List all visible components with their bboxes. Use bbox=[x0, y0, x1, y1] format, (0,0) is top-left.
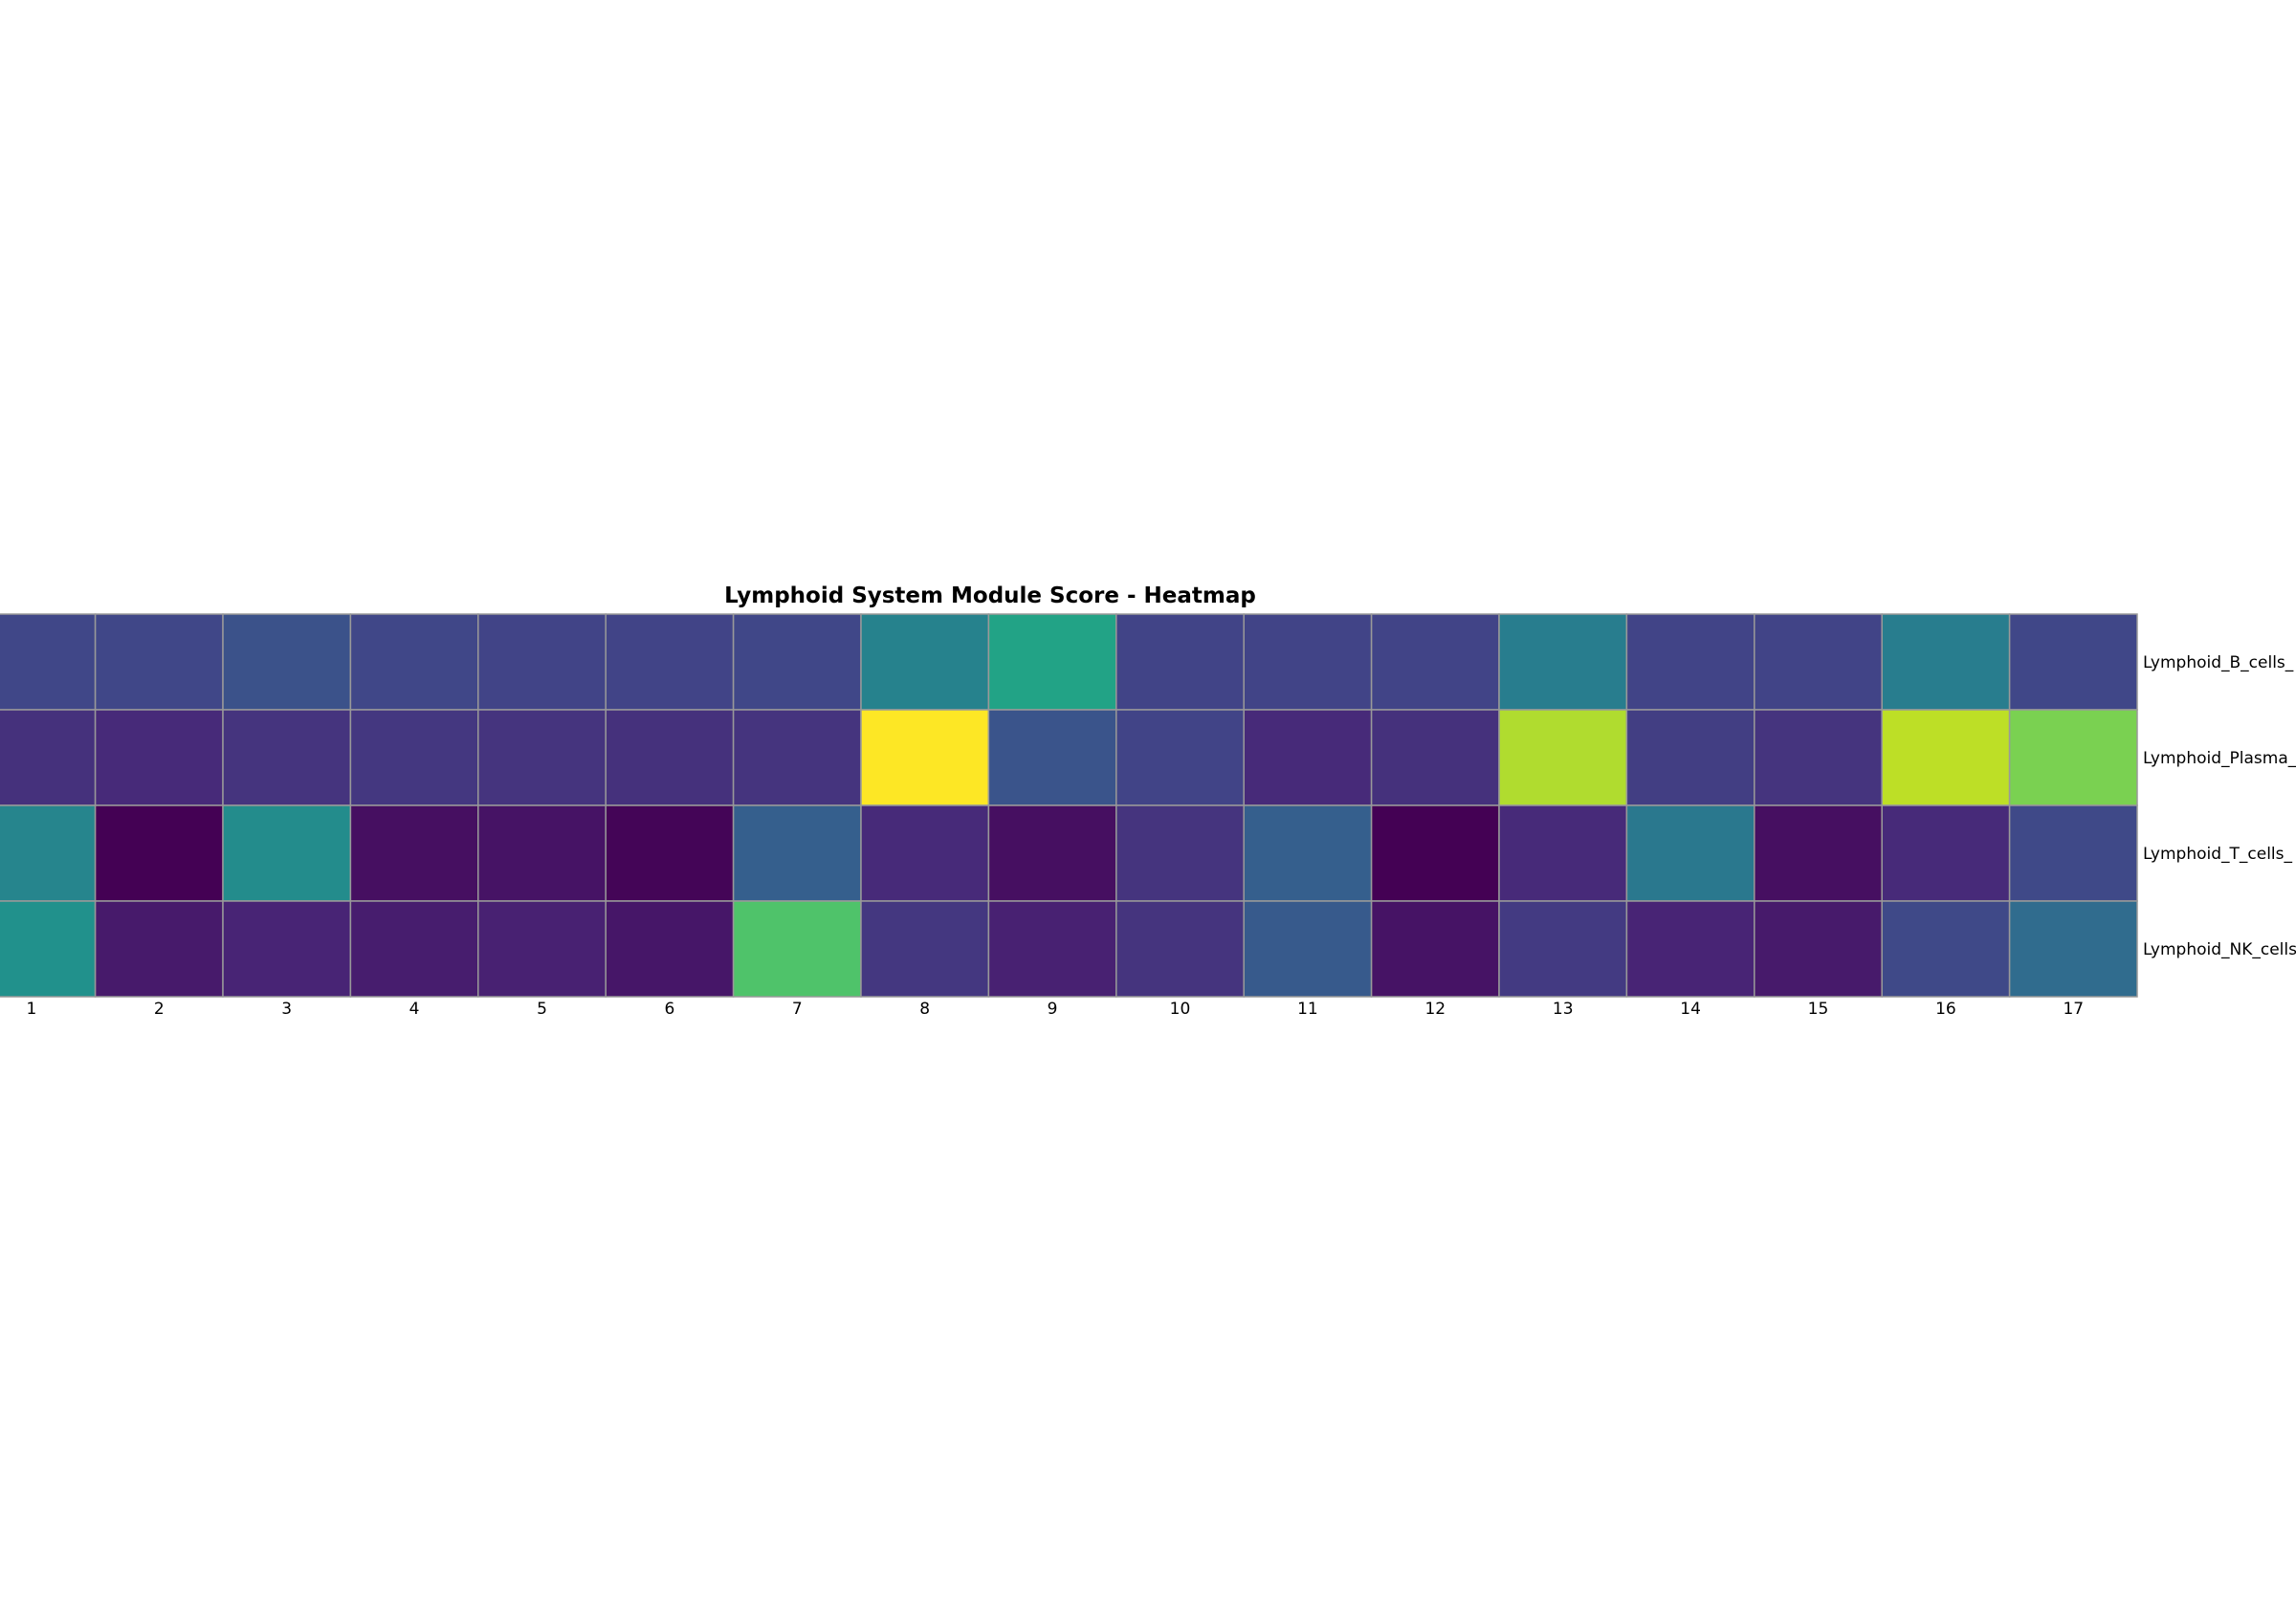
heatmap-cell bbox=[1625, 804, 1755, 902]
heatmap-cell bbox=[605, 900, 735, 998]
heatmap-cell bbox=[860, 613, 990, 711]
x-tick-label: 14 bbox=[1680, 1000, 1701, 1019]
heatmap-cell bbox=[1115, 804, 1245, 902]
heatmap-cell bbox=[1243, 709, 1373, 806]
heatmap-cell bbox=[477, 900, 607, 998]
heatmap-cell bbox=[860, 900, 990, 998]
x-tick-label: 4 bbox=[409, 1000, 420, 1019]
heatmap-cell bbox=[1498, 613, 1628, 711]
heatmap-cell bbox=[1370, 900, 1500, 998]
heatmap-cell bbox=[987, 804, 1117, 902]
heatmap-cell bbox=[732, 804, 862, 902]
x-tick-label: 5 bbox=[537, 1000, 547, 1019]
heatmap-cell bbox=[0, 613, 97, 711]
heatmap-cell bbox=[222, 900, 352, 998]
row-label: Lymphoid_B_cells_ bbox=[2143, 653, 2294, 672]
heatmap-cell bbox=[732, 709, 862, 806]
x-tick-labels: 1 2 3 4 5 6 7 8 9 10 11 12 13 14 15 16 17 bbox=[26, 1000, 2084, 1019]
heatmap-cell bbox=[2008, 613, 2138, 711]
heatmap-cells bbox=[0, 613, 2138, 998]
x-tick-label: 16 bbox=[1935, 1000, 1956, 1019]
heatmap-cell bbox=[605, 709, 735, 806]
heatmap-cell bbox=[222, 613, 352, 711]
heatmap-cell bbox=[1754, 709, 1883, 806]
x-tick-label: 13 bbox=[1553, 1000, 1574, 1019]
heatmap-cell bbox=[349, 709, 479, 806]
x-tick-label: 15 bbox=[1808, 1000, 1829, 1019]
x-tick-label: 1 bbox=[26, 1000, 36, 1019]
heatmap-cell bbox=[605, 613, 735, 711]
row-label: Lymphoid_T_cells_ bbox=[2143, 845, 2293, 864]
row-labels: Lymphoid_B_cells_ Lymphoid_Plasma_ Lymphoi… bbox=[2143, 653, 2296, 959]
chart-title: Lymphoid System Module Score - Heatmap bbox=[724, 583, 1256, 608]
row-label: Lymphoid_Plasma_ bbox=[2143, 749, 2296, 768]
heatmap-cell bbox=[0, 804, 97, 902]
x-tick-label: 2 bbox=[154, 1000, 165, 1019]
heatmap-cell bbox=[1115, 613, 1245, 711]
heatmap-cell bbox=[1625, 613, 1755, 711]
row-label: Lymphoid_NK_cells bbox=[2143, 940, 2296, 959]
heatmap-cell bbox=[732, 900, 862, 998]
heatmap-cell bbox=[222, 804, 352, 902]
heatmap-cell bbox=[2008, 709, 2138, 806]
heatmap-cell bbox=[1881, 900, 2011, 998]
heatmap-cell bbox=[1754, 613, 1883, 711]
heatmap-cell bbox=[349, 613, 479, 711]
heatmap-cell bbox=[477, 804, 607, 902]
heatmap-cell bbox=[349, 900, 479, 998]
heatmap-cell bbox=[1754, 804, 1883, 902]
heatmap-cell bbox=[94, 804, 224, 902]
x-tick-label: 6 bbox=[664, 1000, 674, 1019]
heatmap-cell bbox=[0, 709, 97, 806]
heatmap-cell bbox=[1498, 900, 1628, 998]
heatmap-cell bbox=[1625, 709, 1755, 806]
heatmap-cell bbox=[860, 709, 990, 806]
heatmap-cell bbox=[987, 709, 1117, 806]
heatmap-cell bbox=[1754, 900, 1883, 998]
heatmap-cell bbox=[1498, 709, 1628, 806]
heatmap-cell bbox=[1625, 900, 1755, 998]
heatmap-cell bbox=[987, 900, 1117, 998]
heatmap-cell bbox=[1243, 900, 1373, 998]
heatmap-cell bbox=[94, 900, 224, 998]
heatmap-cell bbox=[1243, 613, 1373, 711]
x-tick-label: 10 bbox=[1170, 1000, 1191, 1019]
heatmap-cell bbox=[1115, 900, 1245, 998]
heatmap-cell bbox=[94, 613, 224, 711]
x-tick-label: 12 bbox=[1424, 1000, 1446, 1019]
heatmap-cell bbox=[2008, 804, 2138, 902]
heatmap-cell bbox=[94, 709, 224, 806]
heatmap-cell bbox=[477, 613, 607, 711]
x-tick-label: 9 bbox=[1048, 1000, 1058, 1019]
x-tick-label: 11 bbox=[1297, 1000, 1318, 1019]
x-tick-label: 17 bbox=[2063, 1000, 2084, 1019]
heatmap-cell bbox=[987, 613, 1117, 711]
heatmap-cell bbox=[349, 804, 479, 902]
heatmap-cell bbox=[477, 709, 607, 806]
heatmap-cell bbox=[1498, 804, 1628, 902]
heatmap-cell bbox=[0, 900, 97, 998]
heatmap-cell bbox=[605, 804, 735, 902]
heatmap-cell bbox=[2008, 900, 2138, 998]
x-tick-label: 7 bbox=[792, 1000, 803, 1019]
heatmap-cell bbox=[222, 709, 352, 806]
heatmap-cell bbox=[1243, 804, 1373, 902]
heatmap-cell bbox=[1370, 613, 1500, 711]
heatmap-cell bbox=[1881, 804, 2011, 902]
x-tick-label: 3 bbox=[281, 1000, 292, 1019]
heatmap-cell bbox=[1881, 613, 2011, 711]
heatmap-cell bbox=[1370, 709, 1500, 806]
heatmap-cell bbox=[732, 613, 862, 711]
heatmap-cell bbox=[1881, 709, 2011, 806]
heatmap-cell bbox=[1115, 709, 1245, 806]
heatmap-cell bbox=[860, 804, 990, 902]
x-tick-label: 8 bbox=[919, 1000, 930, 1019]
heatmap-cell bbox=[1370, 804, 1500, 902]
